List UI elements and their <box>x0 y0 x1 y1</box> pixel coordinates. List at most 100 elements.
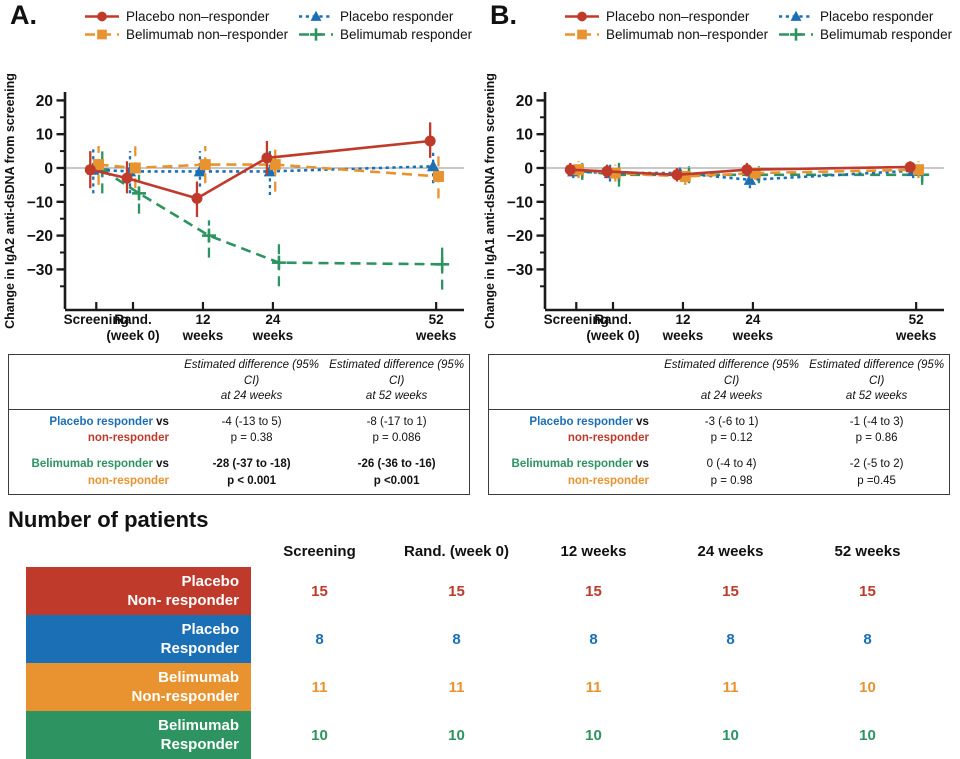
stats-row: Placebo responder vs non-responder -4 (-13… <box>9 409 470 452</box>
vs-text: vs <box>632 415 649 428</box>
stats-corner-cell <box>488 354 659 410</box>
circle-legend-icon <box>85 11 119 22</box>
series-line <box>101 168 443 266</box>
patients-row-label-line: Non-responder <box>131 688 239 706</box>
charts-row: A. Placebo non–responder Placebo responde… <box>3 0 960 496</box>
p-value: p <0.001 <box>373 474 420 487</box>
estimate-value: -28 (-37 to -18) <box>212 457 291 470</box>
triangle-marker-icon <box>426 159 440 172</box>
patients-col-header: 52 weeks <box>834 543 901 561</box>
circle-marker-icon <box>97 11 107 22</box>
circle-legend-icon <box>565 11 599 22</box>
patients-count: 15 <box>722 582 739 600</box>
plus-legend-icon <box>779 28 813 41</box>
p-value: p = 0.38 <box>230 432 273 445</box>
vs-text: vs <box>152 415 169 428</box>
patients-table: Screening Rand. (week 0) 12 weeks 24 weeks 5… <box>26 535 960 759</box>
x-tick-label: Rand. <box>594 312 632 327</box>
patients-row-label-line: Belimumab <box>158 716 239 734</box>
comparison-group: Placebo responder <box>529 415 633 428</box>
patients-row-label-line: Non- responder <box>127 592 239 610</box>
circle-marker-icon <box>741 164 753 176</box>
patients-col-header: 24 weeks <box>697 543 764 561</box>
p-value: p = 0.98 <box>710 474 753 487</box>
estimate-value: -4 (-13 to 5) <box>221 415 282 428</box>
vs-text: vs <box>632 457 649 470</box>
patients-row-label: Belimumab Responder <box>26 711 251 759</box>
legend-label: Belimumab non–responder <box>606 27 769 42</box>
stats-col-header-bottom: at 52 weeks <box>365 390 428 403</box>
y-tick-label: −20 <box>507 228 533 245</box>
stats-row-label-line2: non-responder <box>491 430 649 447</box>
stats-table-head: Estimated difference (95% CI) at 24 weeks… <box>8 354 470 410</box>
legend-item-belimumab_nonresponder: Belimumab non–responder <box>84 27 298 42</box>
stats-row-label-line1: Belimumab responder vs <box>11 456 169 473</box>
y-tick-label: −30 <box>507 262 533 279</box>
patients-count: 11 <box>585 678 602 696</box>
figure-root: { "patients": { "title": "Number of pati… <box>3 0 960 759</box>
circle-marker-icon <box>904 161 916 173</box>
stats-row: Belimumab responder vs non-responder 0 (-4… <box>489 452 950 495</box>
estimate-value: -2 (-5 to 2) <box>849 457 904 470</box>
stats-row: Belimumab responder vs non-responder -28 (… <box>9 452 470 495</box>
y-tick-label: −10 <box>27 194 53 211</box>
legend-label: Placebo responder <box>340 9 454 24</box>
legend-label: Placebo responder <box>820 9 934 24</box>
patients-count: 15 <box>311 582 328 600</box>
y-tick-label: 10 <box>36 127 53 144</box>
patients-count: 8 <box>726 630 735 648</box>
patients-count: 10 <box>311 726 328 744</box>
patients-count: 10 <box>859 678 876 696</box>
panel-b: B. Placebo non–responder Placebo responde… <box>480 0 960 496</box>
comparison-comparator: non-responder <box>567 432 649 445</box>
stats-col-header: Estimated difference (95% CI) at 24 weeks <box>658 354 805 410</box>
stats-row-label: Placebo responder vs non-responder <box>489 409 659 452</box>
circle-marker-icon <box>261 152 273 164</box>
estimate-value: -1 (-4 to 3) <box>849 415 904 428</box>
patients-count: 15 <box>585 582 602 600</box>
patients-row-label-line: Placebo <box>181 620 239 638</box>
panel-b-label: B. <box>490 0 517 30</box>
x-tick-label: Screening <box>544 312 609 327</box>
estimate-value: -3 (-6 to 1) <box>704 415 759 428</box>
circle-marker-icon <box>191 192 203 204</box>
stats-row-label: Belimumab responder vs non-responder <box>489 452 659 495</box>
legend-label: Placebo non–responder <box>126 9 270 24</box>
x-tick-label: Screening <box>64 312 129 327</box>
stats-row-label-line2: non-responder <box>11 473 169 490</box>
x-tick-label: weeks <box>732 328 774 343</box>
stats-row-label-line1: Placebo responder vs <box>11 414 169 431</box>
series-line <box>98 163 439 178</box>
stats-row-label-line2: non-responder <box>491 473 649 490</box>
x-tick-label: 52 <box>429 312 444 327</box>
stats-cell: 0 (-4 to 4) p = 0.98 <box>659 452 804 495</box>
stats-table-body: Placebo responder vs non-responder -4 (-13… <box>9 409 470 495</box>
x-tick-label: 12 <box>195 312 210 327</box>
x-tick-label: weeks <box>895 328 937 343</box>
legend-item-belimumab_responder: Belimumab responder <box>298 27 472 42</box>
panel-b-header: B. Placebo non–responder Placebo responde… <box>480 0 960 52</box>
legend-item-placebo_responder: Placebo responder <box>778 9 952 24</box>
panel-b-stats: Estimated difference (95% CI) at 24 weeks… <box>488 354 950 496</box>
x-tick-label: 24 <box>265 312 281 327</box>
series-line <box>93 165 434 173</box>
stats-corner-cell <box>8 354 179 410</box>
patients-count: 15 <box>859 582 876 600</box>
series-placebo_nonresponder <box>564 161 916 182</box>
stats-row-label-line1: Placebo responder vs <box>491 414 649 431</box>
patients-col-header: Rand. (week 0) <box>403 543 510 561</box>
legend-item-placebo_nonresponder: Placebo non–responder <box>564 9 778 24</box>
stats-col-header-bottom: at 52 weeks <box>845 390 908 403</box>
series-line <box>90 139 431 200</box>
comparison-group: Placebo responder <box>49 415 153 428</box>
stats-col-header: Estimated difference (95% CI) at 24 weeks <box>178 354 325 410</box>
legend-label: Placebo non–responder <box>606 9 750 24</box>
estimate-value: 0 (-4 to 4) <box>706 457 757 470</box>
estimate-value: -26 (-36 to -16) <box>357 457 436 470</box>
stats-col-header-top: Estimated difference (95% CI) <box>809 359 945 387</box>
patients-count: 10 <box>722 726 739 744</box>
p-value: p = 0.086 <box>372 432 421 445</box>
stats-header-row: Estimated difference (95% CI) at 24 weeks… <box>8 354 470 410</box>
